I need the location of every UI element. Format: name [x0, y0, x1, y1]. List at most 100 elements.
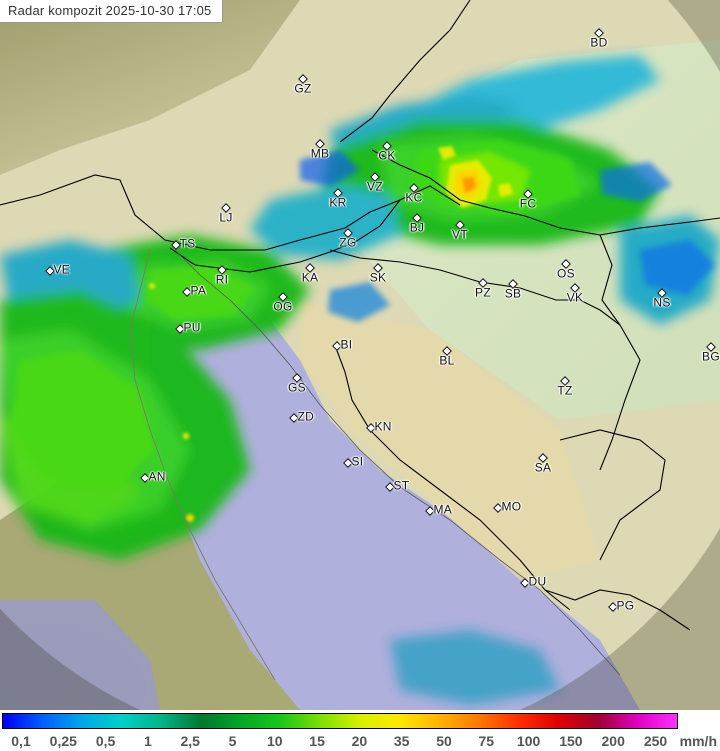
city-marker-an: AN: [140, 471, 165, 483]
city-label: FC: [519, 196, 537, 211]
city-label: ZG: [339, 235, 357, 250]
city-marker-pg: PG: [608, 600, 634, 612]
legend-tick-13: 150: [559, 733, 583, 749]
city-label: GZ: [294, 81, 312, 96]
city-label: TS: [179, 236, 196, 251]
city-marker-bd: BD: [590, 28, 607, 49]
city-label: OG: [273, 299, 293, 314]
intensity-colorbar: [2, 713, 678, 729]
city-label: SI: [351, 454, 364, 469]
legend-tick-12: 100: [516, 733, 541, 749]
city-label: PA: [190, 283, 207, 298]
legend-tick-labels: 0,1 0,25 0,5 1 2,5 5 10 15 20 35 50 75 100 150 200 250: [0, 732, 720, 751]
city-label: PZ: [475, 285, 491, 300]
city-label: KA: [301, 270, 319, 285]
city-marker-bl: BL: [439, 346, 454, 367]
city-label: BL: [439, 353, 455, 368]
legend-tick-7: 15: [309, 733, 325, 749]
city-label: VK: [566, 290, 584, 305]
city-marker-lj: LJ: [219, 203, 232, 224]
city-label: BJ: [409, 220, 425, 235]
legend-tick-6: 10: [267, 733, 283, 749]
legend-tick-0: 0,1: [11, 733, 31, 749]
legend-tick-1: 0,25: [49, 733, 77, 749]
legend: 0,1 0,25 0,5 1 2,5 5 10 15 20 35 50 75 100 150 200 250 …: [0, 710, 720, 751]
city-marker-os: OS: [557, 259, 575, 280]
city-marker-st: ST: [385, 480, 409, 492]
city-marker-sb: SB: [505, 279, 521, 300]
city-marker-ts: TS: [171, 238, 195, 250]
city-marker-ka: KA: [302, 263, 318, 284]
city-marker-zd: ZD: [289, 411, 314, 423]
legend-tick-8: 20: [351, 733, 368, 749]
city-label: MA: [433, 502, 453, 517]
city-label: LJ: [219, 210, 233, 225]
city-label: ST: [393, 478, 410, 493]
legend-tick-11: 75: [478, 733, 495, 749]
city-label: OS: [557, 266, 575, 281]
city-label: VT: [452, 227, 468, 242]
city-marker-kn: KN: [366, 421, 391, 433]
city-label: SB: [504, 286, 522, 301]
city-label: BG: [702, 349, 720, 364]
city-label-layer: GZ BD MB CK VZ KR KC LJ FC BJ VT ZG TS VE RI KA SK OS PA OG…: [45, 28, 720, 612]
city-marker-fc: FC: [520, 189, 536, 210]
city-marker-mb: MB: [311, 139, 329, 160]
legend-tick-15: 250: [643, 733, 668, 749]
city-marker-pa: PA: [182, 285, 206, 297]
city-marker-ve: VE: [45, 264, 70, 276]
city-marker-pu: PU: [175, 322, 200, 334]
legend-tick-14: 200: [601, 733, 625, 749]
city-label: PU: [183, 320, 201, 335]
radar-map[interactable]: GZ BD MB CK VZ KR KC LJ FC BJ VT ZG TS VE RI KA SK OS PA OG…: [0, 0, 720, 710]
city-label: VZ: [367, 179, 383, 194]
city-marker-vz: VZ: [367, 172, 383, 193]
city-marker-bg: BG: [702, 342, 720, 363]
city-label: NS: [653, 295, 671, 310]
legend-tick-4: 2,5: [180, 733, 200, 749]
legend-tick-5: 5: [228, 733, 237, 749]
city-marker-du: DU: [520, 576, 546, 588]
city-label: PG: [616, 598, 635, 613]
city-marker-si: SI: [343, 456, 363, 468]
city-marker-kr: KR: [329, 188, 346, 209]
city-marker-ck: CK: [378, 141, 395, 162]
city-marker-bi: BI: [332, 339, 352, 351]
city-label: ZD: [297, 409, 315, 424]
city-label: KR: [329, 195, 347, 210]
city-label: GS: [288, 380, 306, 395]
city-label: AN: [148, 469, 166, 484]
city-label: CK: [378, 148, 396, 163]
city-marker-ns: NS: [653, 288, 670, 309]
city-label: BD: [590, 35, 608, 50]
city-marker-ma: MA: [425, 504, 452, 516]
city-label: RI: [215, 272, 229, 287]
city-marker-gs: GS: [288, 373, 306, 394]
city-marker-ri: RI: [216, 265, 228, 286]
city-label: MO: [501, 499, 522, 514]
city-marker-kc: KC: [405, 183, 422, 204]
city-marker-tz: TZ: [557, 376, 572, 397]
city-label: SA: [534, 460, 552, 475]
city-label: KC: [405, 190, 423, 205]
city-marker-gz: GZ: [294, 74, 311, 95]
city-marker-mo: MO: [493, 501, 521, 513]
city-label: KN: [374, 419, 392, 434]
legend-tick-9: 35: [393, 733, 410, 749]
city-marker-vk: VK: [567, 283, 583, 304]
city-marker-og: OG: [273, 292, 292, 313]
city-label: VE: [53, 262, 71, 277]
city-marker-bj: BJ: [410, 213, 424, 234]
legend-units: mm/h: [679, 733, 717, 749]
legend-tick-3: 1: [143, 733, 152, 749]
city-label: MB: [310, 146, 330, 161]
city-label: DU: [528, 574, 547, 589]
city-marker-sk: SK: [370, 263, 386, 284]
city-label: BI: [340, 337, 353, 352]
city-marker-sa: SA: [535, 453, 551, 474]
city-label: SK: [369, 270, 387, 285]
city-marker-zg: ZG: [339, 228, 356, 249]
product-title: Radar kompozit 2025-10-30 17:05: [0, 0, 223, 23]
city-label: TZ: [557, 383, 573, 398]
